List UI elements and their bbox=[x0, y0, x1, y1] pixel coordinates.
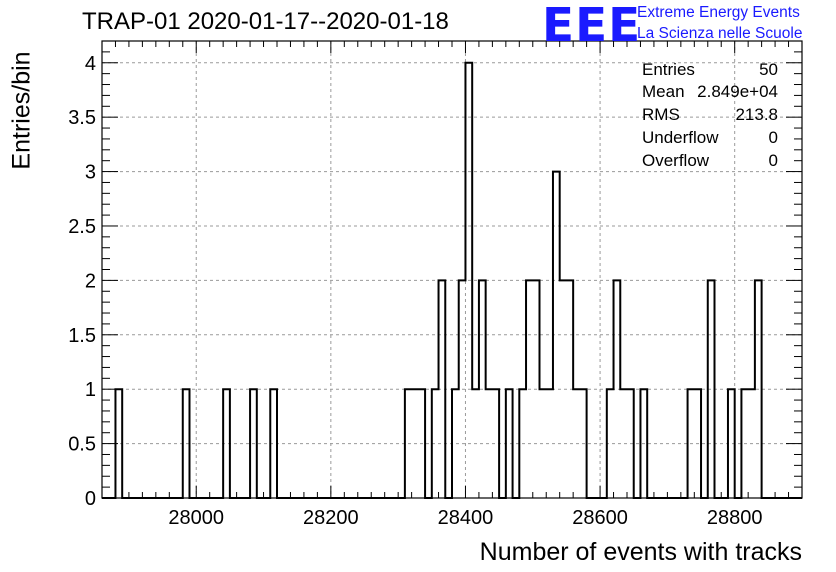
logo-line-2: La Scienza nelle Scuole bbox=[637, 25, 803, 42]
y-tick-label: 3.5 bbox=[68, 107, 96, 129]
x-tick-label: 28200 bbox=[303, 507, 359, 529]
y-axis-label: Entries/bin bbox=[7, 51, 36, 170]
y-tick-label: 4 bbox=[85, 53, 96, 75]
x-tick-label: 28000 bbox=[168, 507, 224, 529]
stat-entries-label: Entries bbox=[642, 60, 695, 79]
stat-mean-label: Mean bbox=[642, 82, 685, 101]
y-tick-label: 1 bbox=[85, 379, 96, 401]
y-tick-label: 0 bbox=[85, 488, 96, 510]
x-tick-label: 28600 bbox=[572, 507, 628, 529]
chart-title: TRAP-01 2020-01-17--2020-01-18 bbox=[82, 8, 449, 35]
histogram-bins bbox=[102, 61, 802, 499]
stat-overflow-value: 0 bbox=[768, 151, 778, 170]
eee-logo-text: EEE bbox=[542, 0, 642, 52]
x-axis-ticks: 28000 28200 28400 28600 28800 bbox=[101, 41, 803, 529]
x-tick-label: 28800 bbox=[707, 507, 763, 529]
y-tick-label: 2.5 bbox=[68, 216, 96, 238]
stat-entries-value: 50 bbox=[759, 60, 778, 79]
stat-rms-label: RMS bbox=[642, 105, 680, 124]
x-axis-label: Number of events with tracks bbox=[479, 538, 802, 566]
y-tick-label: 1.5 bbox=[68, 325, 96, 347]
y-tick-label: 0.5 bbox=[68, 434, 96, 456]
stat-mean-value: 2.849e+04 bbox=[697, 82, 778, 101]
y-tick-label: 2 bbox=[85, 270, 96, 292]
stat-underflow-value: 0 bbox=[768, 128, 778, 147]
stat-overflow-label: Overflow bbox=[642, 151, 710, 170]
y-axis-ticks: 0 0.5 1 1.5 2 2.5 3 3.5 4 bbox=[68, 40, 802, 510]
stat-underflow-label: Underflow bbox=[642, 128, 719, 147]
histogram-outline bbox=[102, 61, 802, 499]
grid-lines bbox=[102, 41, 802, 498]
y-tick-label: 3 bbox=[85, 162, 96, 184]
stat-rms-value: 213.8 bbox=[735, 105, 778, 124]
logo-line-1: Extreme Energy Events bbox=[637, 4, 800, 21]
x-tick-label: 28400 bbox=[438, 507, 494, 529]
